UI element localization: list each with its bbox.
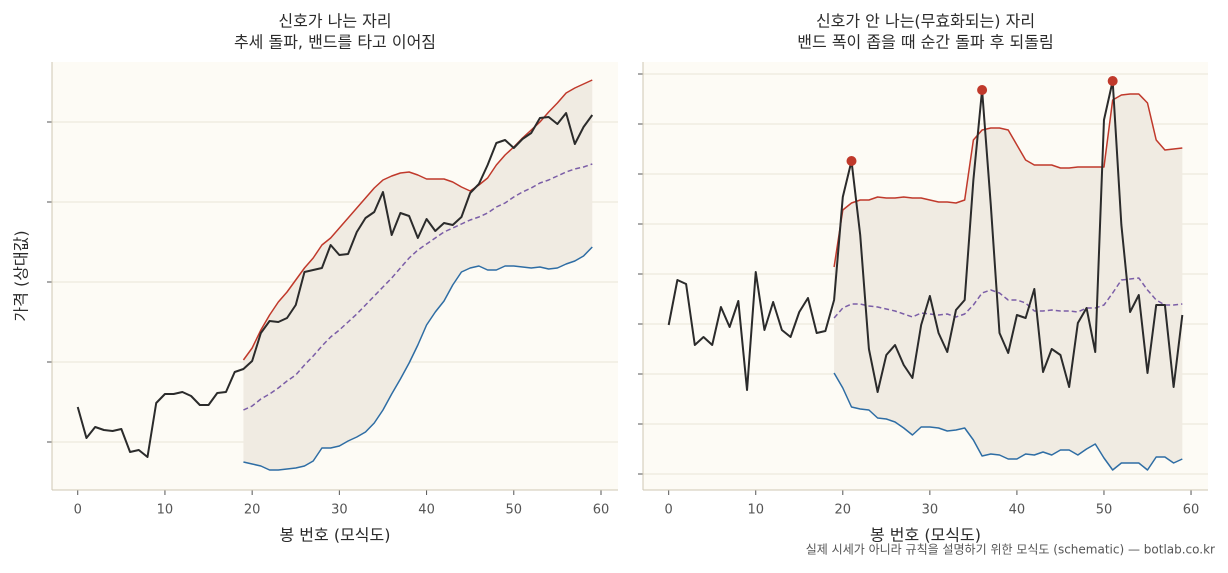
series-line [833, 277, 1183, 319]
series-line [243, 246, 593, 471]
x-axis-label: 봉 번호 (모식도) [280, 526, 391, 545]
peak-marker [846, 156, 857, 166]
x-tick-label: 50 [506, 503, 523, 518]
peak-marker [977, 85, 988, 95]
x-tick-label: 50 [1096, 503, 1113, 518]
x-tick-label: 60 [593, 503, 610, 518]
band-fill [834, 94, 1183, 470]
x-tick-label: 60 [1183, 503, 1200, 518]
chart-subtitle: 추세 돌파, 밴드를 타고 이어짐 [234, 33, 436, 52]
chart-title: 신호가 나는 자리 [278, 12, 391, 31]
x-tick-label: 10 [747, 503, 764, 518]
series-line [833, 372, 1183, 471]
x-tick-label: 20 [835, 503, 852, 518]
y-axis-label: 가격 (상대값) [12, 230, 31, 321]
series-line [243, 163, 593, 411]
series-line [76, 112, 594, 458]
x-tick-label: 10 [157, 503, 174, 518]
x-tick-label: 40 [1009, 503, 1026, 518]
chart-title: 신호가 안 나는(무효화되는) 자리 [816, 12, 1035, 31]
x-tick-label: 20 [244, 503, 261, 518]
band-fill [243, 80, 593, 470]
x-tick-label: 0 [74, 503, 82, 518]
x-tick-label: 30 [331, 503, 348, 518]
peak-marker [1107, 76, 1118, 86]
x-axis-label: 봉 번호 (모식도) [870, 526, 981, 545]
chart-subtitle: 밴드 폭이 좁을 때 순간 돌파 후 되돌림 [797, 33, 1053, 52]
series-line [833, 93, 1183, 268]
series-line [667, 80, 1184, 393]
x-tick-label: 40 [418, 503, 435, 518]
x-tick-label: 0 [665, 503, 673, 518]
x-tick-label: 30 [922, 503, 939, 518]
footer: 실제 시세가 아니라 규칙을 설명하기 위한 모식도 (schematic) —… [806, 543, 1215, 557]
